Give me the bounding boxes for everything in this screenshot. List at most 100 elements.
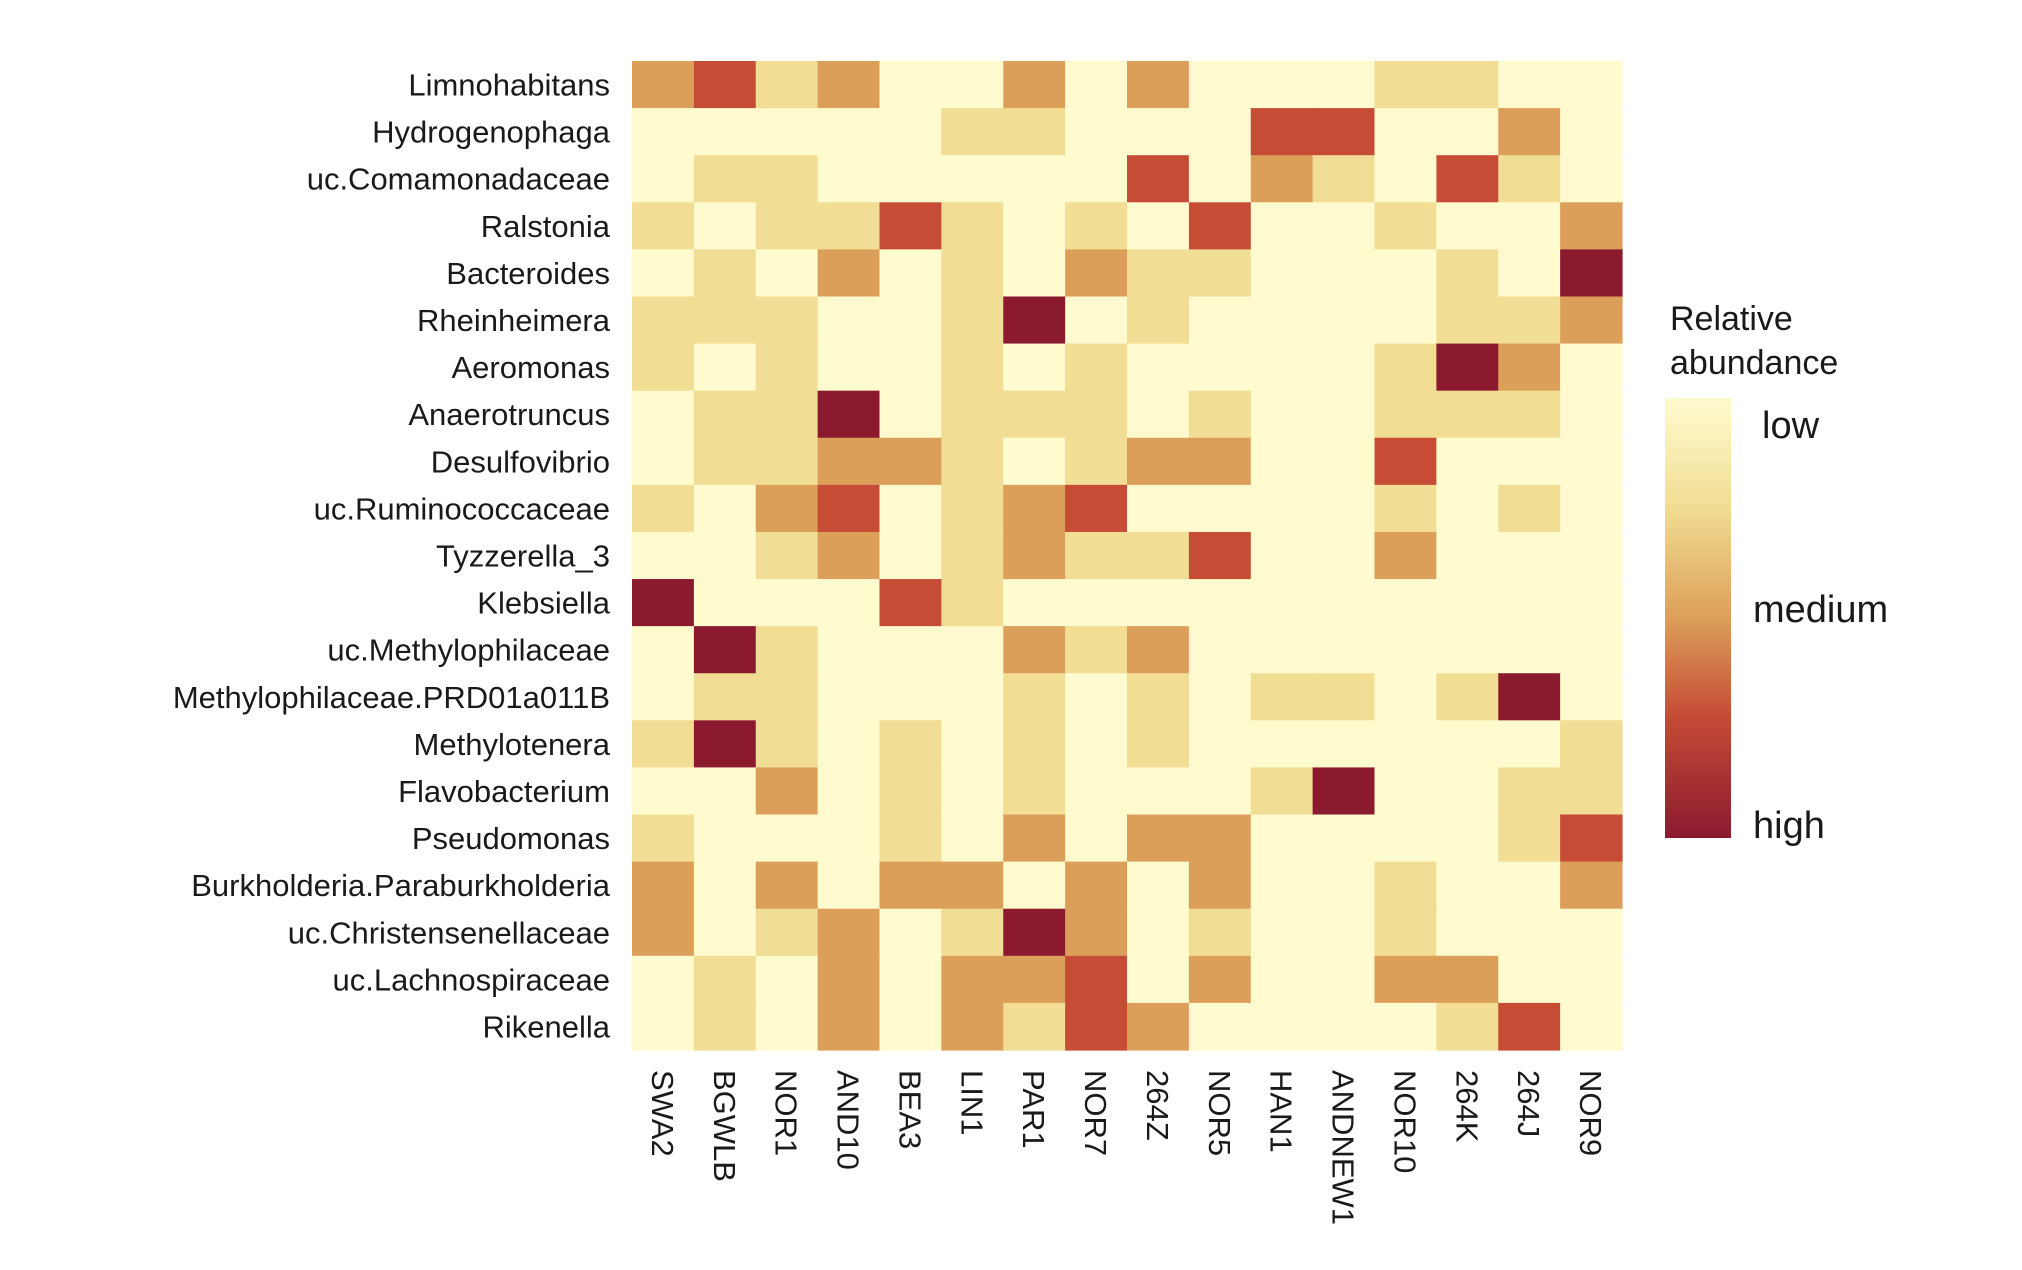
heatmap-cell (1498, 767, 1561, 816)
heatmap-cell (1250, 249, 1314, 298)
heatmap-cell (1065, 249, 1128, 298)
legend-colorbar (1665, 398, 1731, 838)
heatmap-cell (817, 61, 881, 109)
heatmap-cell (693, 673, 757, 721)
heatmap-cell (941, 343, 1004, 392)
x-tick-label: 264K (1449, 1070, 1484, 1143)
heatmap-cell (1374, 767, 1437, 816)
heatmap-cell (1374, 531, 1437, 580)
heatmap-cell (1312, 108, 1376, 156)
heatmap-cell (693, 343, 757, 392)
heatmap-cell (1127, 579, 1190, 627)
heatmap-cell (1498, 861, 1561, 910)
heatmap-cell (1374, 720, 1437, 769)
heatmap-cell (1065, 673, 1128, 721)
heatmap-cell (1312, 673, 1376, 721)
heatmap-cell (1188, 531, 1252, 580)
x-tick-label: BEA3 (892, 1070, 927, 1149)
heatmap-cell (1127, 908, 1190, 957)
heatmap-cell (1003, 908, 1066, 957)
heatmap-cell (1560, 1002, 1623, 1051)
heatmap-cell (1498, 61, 1561, 109)
heatmap-cell (1188, 579, 1252, 627)
heatmap-cell (1560, 437, 1623, 486)
heatmap-cell (1498, 720, 1561, 769)
heatmap-cell (1312, 720, 1376, 769)
heatmap-cell (1374, 437, 1437, 486)
heatmap-cell (1436, 61, 1499, 109)
heatmap-cell (1560, 908, 1623, 957)
heatmap-cell (632, 1002, 695, 1051)
x-tick-label: 264Z (1140, 1070, 1175, 1141)
legend-tick-low: low (1762, 405, 1820, 447)
heatmap-cell (1188, 814, 1252, 863)
heatmap-cell (755, 814, 819, 863)
heatmap-cell (755, 531, 819, 580)
heatmap-cell (632, 626, 695, 674)
y-tick-label: Ralstonia (481, 209, 611, 244)
heatmap-cell (817, 673, 881, 721)
heatmap-cell (817, 767, 881, 816)
heatmap-cell (1065, 531, 1128, 580)
heatmap-cell (693, 61, 757, 109)
heatmap-cell (1498, 814, 1561, 863)
heatmap-cell (1188, 61, 1252, 109)
heatmap-cell (1188, 908, 1252, 957)
heatmap-cell (817, 1002, 881, 1051)
legend-title-line1: Relative (1670, 300, 1793, 338)
heatmap-cell (817, 484, 881, 533)
heatmap-cell (879, 720, 942, 769)
heatmap-cell (1188, 673, 1252, 721)
heatmap-cell (879, 343, 942, 392)
legend-title-line2: abundance (1670, 344, 1838, 382)
heatmap-cell (1498, 390, 1561, 439)
heatmap-cell (941, 390, 1004, 439)
heatmap-cell (879, 437, 942, 486)
heatmap-cell (1374, 61, 1437, 109)
heatmap-cell (1003, 626, 1066, 674)
x-tick-label: NOR10 (1387, 1070, 1422, 1173)
heatmap-cell (632, 861, 695, 910)
heatmap-cell (941, 155, 1004, 203)
heatmap-cell (693, 108, 757, 156)
x-tick-label: NOR9 (1573, 1070, 1608, 1156)
heatmap-cell (1127, 1002, 1190, 1051)
heatmap-cell (755, 1002, 819, 1051)
heatmap-cell (1003, 767, 1066, 816)
heatmap-cell (632, 296, 695, 345)
legend: Relative abundance low medium high (1665, 300, 1888, 847)
heatmap-cell (1436, 626, 1499, 674)
heatmap-cell (755, 343, 819, 392)
heatmap-cell (693, 249, 757, 298)
heatmap-cell (879, 249, 942, 298)
heatmap-cell (1436, 1002, 1499, 1051)
heatmap-cell (1312, 579, 1376, 627)
heatmap-cell (1560, 61, 1623, 109)
heatmap-cell (817, 202, 881, 250)
heatmap-cell (1188, 437, 1252, 486)
heatmap-cell (941, 767, 1004, 816)
heatmap-cell (1188, 249, 1252, 298)
heatmap-cell (1312, 61, 1376, 109)
heatmap-cell (817, 531, 881, 580)
heatmap-cell (1003, 861, 1066, 910)
heatmap-cell (632, 579, 695, 627)
heatmap-cell (1560, 108, 1623, 156)
heatmap-cell (1560, 955, 1623, 1004)
heatmap-cell (879, 908, 942, 957)
heatmap-cell (755, 484, 819, 533)
heatmap-cell (1312, 249, 1376, 298)
heatmap-cell (1003, 155, 1066, 203)
heatmap-cell (693, 155, 757, 203)
heatmap-cell (1065, 484, 1128, 533)
heatmap-cell (1498, 673, 1561, 721)
heatmap-cell (693, 908, 757, 957)
heatmap-cell (1250, 814, 1314, 863)
heatmap-cell (1374, 202, 1437, 250)
heatmap-cell (1374, 955, 1437, 1004)
heatmap-cell (755, 908, 819, 957)
heatmap-cell (1498, 1002, 1561, 1051)
heatmap-cell (1498, 484, 1561, 533)
heatmap-cell (879, 767, 942, 816)
heatmap-cell (1065, 626, 1128, 674)
